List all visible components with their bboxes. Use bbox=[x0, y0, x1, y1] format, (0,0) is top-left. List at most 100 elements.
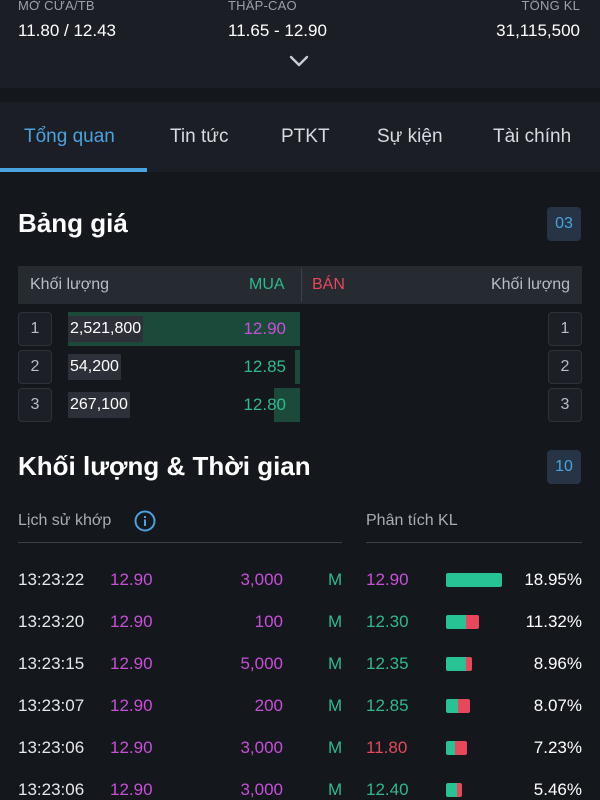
open-average-value: 11.80 / 12.43 bbox=[18, 21, 116, 40]
trade-volume: 100 bbox=[254, 612, 283, 631]
analysis-price: 12.30 bbox=[366, 612, 409, 631]
order-book-divider bbox=[301, 268, 302, 302]
trade-price: 12.90 bbox=[110, 696, 153, 715]
volume-percent: 7.23% bbox=[533, 738, 582, 757]
buy-header: MUA bbox=[249, 276, 285, 293]
trade-side: M bbox=[328, 654, 343, 673]
active-tab-indicator bbox=[0, 168, 147, 172]
trade-volume: 200 bbox=[254, 696, 283, 715]
order-book-header: Khối lượng MUA BÁN Khối lượng bbox=[18, 266, 582, 304]
trade-time: 13:23:15 bbox=[18, 654, 85, 673]
bid-level-index: 1 bbox=[18, 312, 52, 346]
chevron-down-icon[interactable] bbox=[288, 54, 310, 68]
analysis-divider bbox=[366, 542, 582, 543]
bid-level-index: 3 bbox=[18, 388, 52, 422]
tab-overview[interactable]: Tổng quan bbox=[24, 126, 115, 147]
low-high-stat: THẤP-CAO 11.65 - 12.90 bbox=[228, 0, 327, 41]
trade-side: M bbox=[328, 738, 343, 757]
bid-volume: 2,521,800 bbox=[68, 316, 144, 342]
tab-financials[interactable]: Tài chính bbox=[493, 126, 572, 147]
trade-time: 13:23:22 bbox=[18, 570, 85, 589]
analysis-price: 12.35 bbox=[366, 654, 409, 673]
trade-volume: 3,000 bbox=[240, 738, 283, 757]
buy-share-bar bbox=[446, 741, 455, 755]
volume-percent: 5.46% bbox=[533, 780, 582, 799]
trade-side: M bbox=[328, 612, 343, 631]
sell-share-bar bbox=[458, 699, 470, 713]
volume-percent: 8.96% bbox=[533, 654, 582, 673]
buy-share-bar bbox=[446, 615, 466, 629]
volume-analysis-label: Phân tích KL bbox=[366, 512, 458, 529]
trade-row: 13:23:07 12.90 200 M 12.85 8.07% bbox=[0, 696, 600, 726]
trade-time: 13:23:07 bbox=[18, 696, 85, 715]
buy-share-bar bbox=[446, 783, 457, 797]
bid-volume-bar bbox=[295, 350, 300, 384]
history-divider bbox=[18, 542, 342, 543]
low-high-label: THẤP-CAO bbox=[228, 0, 297, 13]
open-average-label: MỞ CỬA/TB bbox=[18, 0, 95, 13]
ask-level-index: 2 bbox=[548, 350, 582, 384]
analysis-price: 11.80 bbox=[366, 738, 408, 757]
volume-percent: 18.95% bbox=[524, 570, 582, 589]
trade-row: 13:23:06 12.90 3,000 M 11.80 7.23% bbox=[0, 738, 600, 768]
bid-price: 12.90 bbox=[243, 319, 286, 338]
bid-volume: 267,100 bbox=[68, 392, 130, 418]
bid-price: 12.80 bbox=[243, 395, 286, 414]
open-average-stat: MỞ CỬA/TB 11.80 / 12.43 bbox=[18, 0, 116, 41]
depth-badge[interactable]: 03 bbox=[547, 207, 581, 241]
buy-share-bar bbox=[446, 657, 466, 671]
sell-header: BÁN bbox=[312, 276, 345, 293]
bid-volume: 54,200 bbox=[68, 354, 121, 380]
match-history-label: Lịch sử khớp bbox=[18, 512, 112, 529]
tab-news[interactable]: Tin tức bbox=[170, 126, 229, 147]
analysis-price: 12.85 bbox=[366, 696, 409, 715]
bid-level-index: 2 bbox=[18, 350, 52, 384]
tab-technical-analysis[interactable]: PTKT bbox=[281, 126, 330, 147]
trade-row: 13:23:06 12.90 3,000 M 12.40 5.46% bbox=[0, 780, 600, 800]
buy-share-bar bbox=[446, 573, 502, 587]
order-book-title: Bảng giá bbox=[18, 208, 128, 238]
total-volume-label: TỔNG KL bbox=[521, 0, 580, 13]
trade-side: M bbox=[328, 570, 343, 589]
trade-count-badge[interactable]: 10 bbox=[547, 450, 581, 484]
bid-row: 3 267,100 12.80 3 bbox=[18, 388, 582, 422]
price-summary-bar: MỞ CỬA/TB 11.80 / 12.43 THẤP-CAO 11.65 -… bbox=[0, 0, 600, 88]
info-circle-icon[interactable] bbox=[134, 510, 156, 532]
bid-volume-bar bbox=[274, 388, 300, 422]
analysis-price: 12.40 bbox=[366, 780, 409, 799]
trade-price: 12.90 bbox=[110, 654, 153, 673]
tab-events[interactable]: Sự kiện bbox=[377, 126, 443, 147]
total-volume-value: 31,115,500 bbox=[496, 21, 580, 40]
trade-time: 13:23:06 bbox=[18, 738, 85, 757]
ask-level-index: 1 bbox=[548, 312, 582, 346]
trade-side: M bbox=[328, 780, 343, 799]
trade-volume: 3,000 bbox=[240, 780, 283, 799]
low-high-value: 11.65 - 12.90 bbox=[228, 21, 327, 40]
trade-price: 12.90 bbox=[110, 570, 153, 589]
trades-section-title: Khối lượng & Thời gian bbox=[18, 451, 311, 481]
buy-share-bar bbox=[446, 699, 458, 713]
ask-level-index: 3 bbox=[548, 388, 582, 422]
trade-price: 12.90 bbox=[110, 738, 153, 757]
ask-volume-header: Khối lượng bbox=[490, 276, 570, 293]
trade-row: 13:23:15 12.90 5,000 M 12.35 8.96% bbox=[0, 654, 600, 684]
sell-share-bar bbox=[455, 741, 467, 755]
sell-share-bar bbox=[466, 657, 472, 671]
trade-time: 13:23:20 bbox=[18, 612, 85, 631]
analysis-price: 12.90 bbox=[366, 570, 409, 589]
bid-row: 2 54,200 12.85 2 bbox=[18, 350, 582, 384]
trade-side: M bbox=[328, 696, 343, 715]
trade-row: 13:23:22 12.90 3,000 M 12.90 18.95% bbox=[0, 570, 600, 600]
sell-share-bar bbox=[457, 783, 462, 797]
bid-volume-header: Khối lượng bbox=[30, 276, 110, 293]
trade-time: 13:23:06 bbox=[18, 780, 85, 799]
sell-share-bar bbox=[466, 615, 479, 629]
trade-volume: 5,000 bbox=[240, 654, 283, 673]
trade-row: 13:23:20 12.90 100 M 12.30 11.32% bbox=[0, 612, 600, 642]
trade-price: 12.90 bbox=[110, 612, 153, 631]
volume-percent: 11.32% bbox=[525, 612, 582, 631]
volume-percent: 8.07% bbox=[533, 696, 582, 715]
trade-price: 12.90 bbox=[110, 780, 153, 799]
total-volume-stat: TỔNG KL 31,115,500 bbox=[496, 0, 580, 41]
trade-volume: 3,000 bbox=[240, 570, 283, 589]
